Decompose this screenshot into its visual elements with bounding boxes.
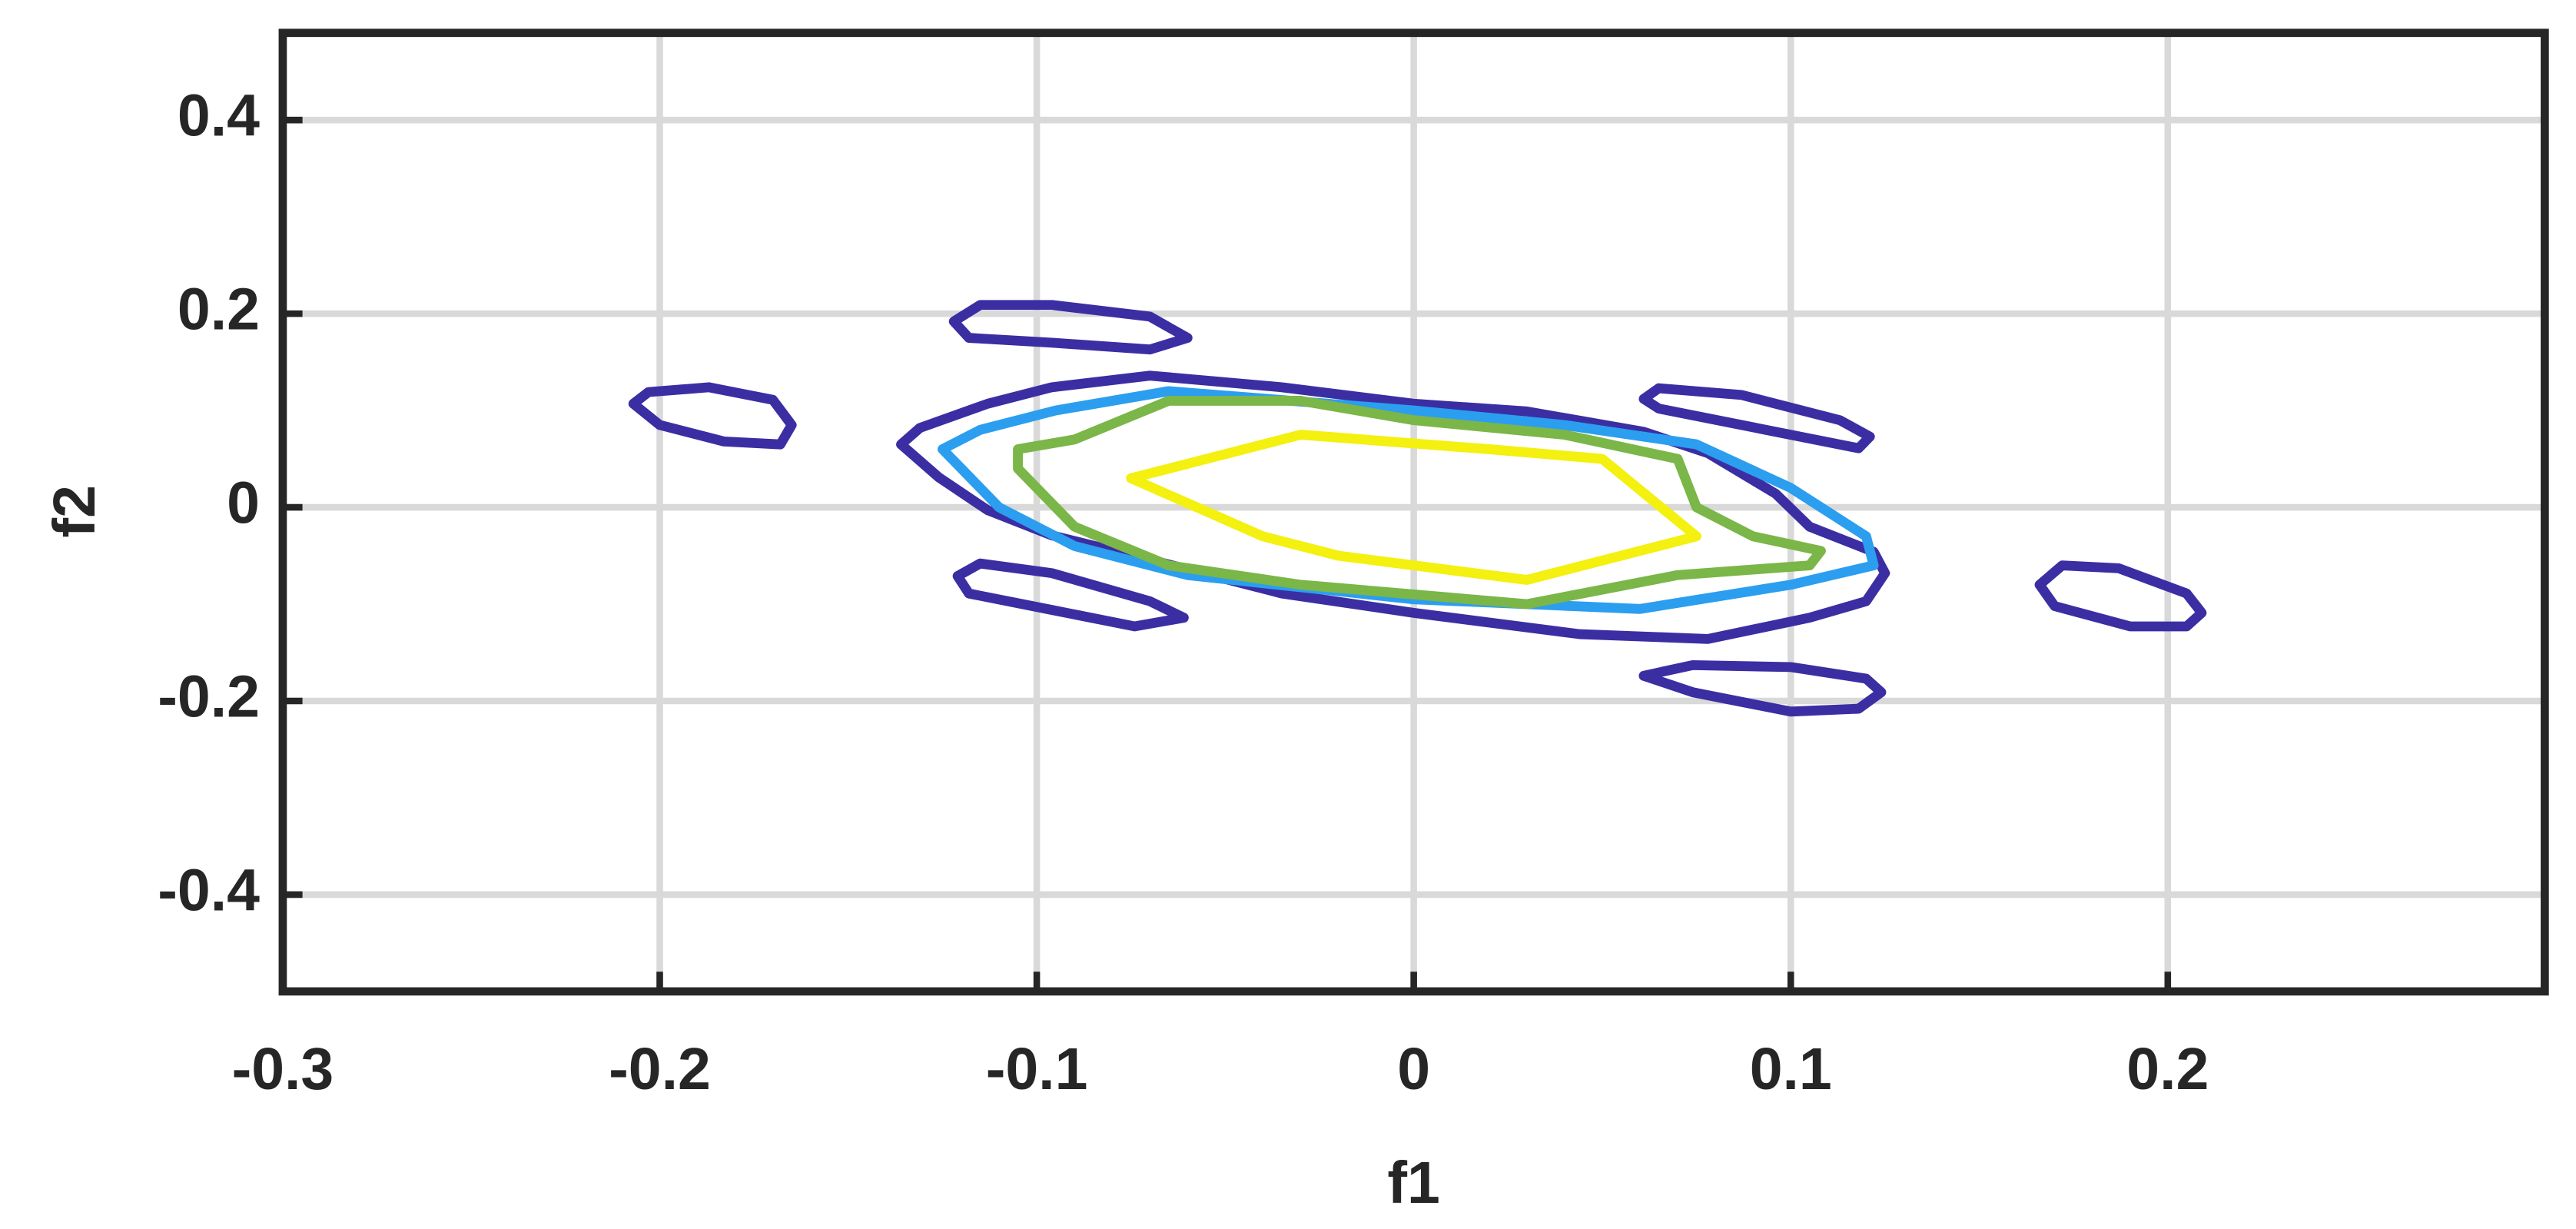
contour-line bbox=[1638, 383, 1875, 453]
contour-line bbox=[952, 558, 1189, 632]
contour-line bbox=[1013, 396, 1826, 610]
y-tick-label: 0 bbox=[227, 470, 260, 536]
contour-line bbox=[628, 382, 797, 450]
x-tick-label: 0.2 bbox=[2126, 1036, 2209, 1102]
y-axis-label: f2 bbox=[41, 485, 108, 537]
contour-line bbox=[938, 386, 1879, 614]
x-axis-label: f1 bbox=[1387, 1150, 1439, 1216]
y-tick-label: 0.2 bbox=[178, 276, 260, 342]
x-tick-label: 0 bbox=[1397, 1036, 1430, 1102]
contour-line bbox=[2034, 560, 2207, 632]
y-tick-label: 0.4 bbox=[178, 83, 260, 149]
y-tick-label: -0.2 bbox=[158, 663, 260, 729]
plot-frame bbox=[278, 28, 2549, 996]
y-tick-label: -0.4 bbox=[158, 857, 260, 923]
x-tick-label: -0.1 bbox=[986, 1036, 1088, 1102]
x-tick-label: -0.3 bbox=[232, 1036, 334, 1102]
contour-line bbox=[948, 300, 1193, 355]
contour-line bbox=[1126, 430, 1701, 585]
x-tick-label: 0.1 bbox=[1750, 1036, 1832, 1102]
contour-line bbox=[1638, 659, 1887, 717]
x-tick-label: -0.2 bbox=[609, 1036, 711, 1102]
